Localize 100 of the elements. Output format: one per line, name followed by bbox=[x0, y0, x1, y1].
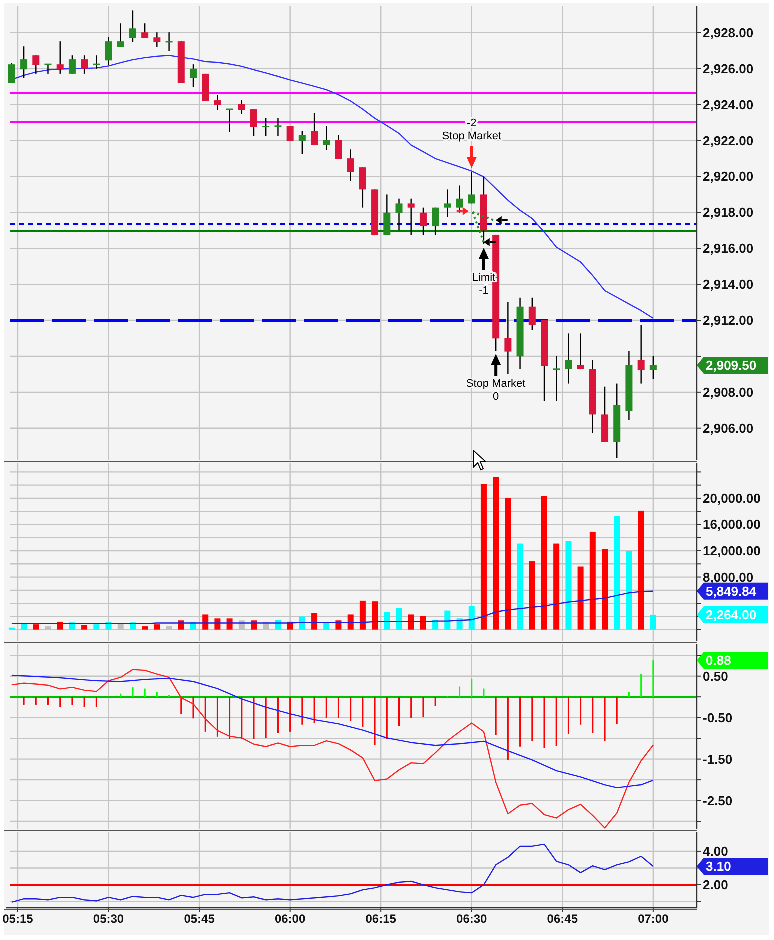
candlestick bbox=[432, 207, 440, 236]
candlestick bbox=[20, 46, 28, 79]
bar bbox=[554, 544, 560, 630]
y-tick-label: 2,922.00 bbox=[703, 133, 754, 148]
bar bbox=[638, 510, 644, 630]
candlestick bbox=[262, 118, 270, 137]
bar bbox=[444, 610, 451, 630]
x-tick-label: 06:45 bbox=[547, 912, 578, 926]
candlestick bbox=[238, 100, 246, 115]
line-series bbox=[11, 674, 654, 789]
y-tick-label: 2,912.00 bbox=[703, 313, 754, 328]
candlestick bbox=[32, 55, 40, 75]
bar bbox=[529, 562, 536, 630]
candlestick bbox=[347, 149, 354, 182]
candlestick bbox=[528, 297, 536, 331]
candlestick bbox=[190, 64, 197, 88]
y-tick-label: -2.50 bbox=[703, 793, 733, 808]
bar bbox=[33, 624, 40, 630]
bar bbox=[82, 625, 88, 630]
candlestick bbox=[81, 55, 88, 75]
x-tick-label: 05:30 bbox=[93, 912, 124, 926]
bar bbox=[324, 622, 330, 630]
x-tick-label: 06:30 bbox=[456, 912, 488, 926]
annotation: Stop Market bbox=[466, 378, 526, 390]
bar bbox=[578, 566, 584, 630]
candlestick bbox=[504, 302, 512, 376]
line-series bbox=[11, 844, 654, 904]
text: 2,909.50 bbox=[706, 358, 757, 373]
annotation: 0 bbox=[493, 391, 500, 404]
y-tick-label: 2,924.00 bbox=[703, 97, 754, 112]
y-tick-label: 8,000.00 bbox=[703, 570, 754, 585]
y-tick-label: 12,000.00 bbox=[703, 544, 761, 559]
candlestick bbox=[396, 198, 403, 232]
candlestick bbox=[8, 62, 16, 84]
bar bbox=[312, 613, 318, 630]
bar bbox=[348, 614, 354, 630]
bar bbox=[396, 608, 402, 630]
candlestick bbox=[214, 94, 222, 111]
candlestick bbox=[93, 55, 100, 70]
bar bbox=[650, 614, 656, 630]
x-tick-label: 06:15 bbox=[366, 912, 397, 926]
annotation: -1 bbox=[479, 285, 489, 298]
candlestick bbox=[298, 130, 306, 155]
candlestick bbox=[553, 356, 560, 402]
candlestick bbox=[468, 171, 476, 204]
bar bbox=[493, 477, 500, 630]
y-tick-label: 2,928.00 bbox=[703, 25, 754, 40]
candlestick bbox=[154, 32, 161, 48]
candlestick bbox=[250, 108, 258, 137]
candlestick bbox=[359, 166, 366, 208]
bar bbox=[408, 614, 414, 630]
bar bbox=[21, 624, 28, 630]
x-tick-label: 06:00 bbox=[274, 912, 306, 926]
text: 0.88 bbox=[706, 653, 732, 668]
bar bbox=[372, 602, 378, 630]
candlestick bbox=[384, 194, 391, 236]
bar bbox=[420, 616, 426, 630]
candlestick bbox=[408, 198, 415, 236]
candlestick bbox=[565, 333, 572, 384]
bar bbox=[202, 614, 209, 630]
bar bbox=[590, 532, 596, 630]
candlestick bbox=[444, 189, 452, 218]
bar bbox=[541, 496, 548, 630]
bar bbox=[468, 606, 475, 630]
candlestick bbox=[117, 23, 124, 48]
y-tick-label: 2,920.00 bbox=[703, 169, 754, 184]
candlestick bbox=[142, 23, 149, 39]
bar bbox=[480, 484, 487, 630]
y-tick-label: 2,926.00 bbox=[703, 61, 754, 76]
y-tick-label: 2.00 bbox=[703, 878, 728, 893]
candlestick bbox=[638, 324, 645, 384]
candlestick bbox=[68, 55, 76, 75]
y-tick-label: 4.00 bbox=[703, 844, 728, 859]
bar bbox=[566, 541, 572, 630]
bar bbox=[505, 498, 512, 630]
bar bbox=[154, 624, 160, 630]
y-tick-label: 2,908.00 bbox=[703, 384, 754, 400]
candlestick bbox=[274, 118, 282, 137]
bar bbox=[94, 624, 100, 630]
y-tick-label: 2,916.00 bbox=[703, 241, 754, 256]
y-tick-label: 2,914.00 bbox=[703, 277, 754, 292]
bar bbox=[602, 549, 608, 630]
y-tick-label: -1.50 bbox=[703, 752, 733, 767]
text: 2,264.00 bbox=[706, 607, 757, 622]
candlestick bbox=[420, 207, 427, 236]
y-tick-label: 2,918.00 bbox=[703, 205, 754, 220]
line-series bbox=[11, 669, 654, 829]
candlestick bbox=[129, 10, 136, 43]
text: 5,849.84 bbox=[706, 584, 758, 599]
line-series bbox=[11, 590, 654, 625]
x-tick-label: 07:00 bbox=[638, 912, 670, 926]
bar bbox=[384, 612, 390, 630]
candlestick bbox=[56, 40, 64, 75]
candlestick bbox=[323, 126, 330, 151]
bar bbox=[626, 551, 632, 630]
x-tick-label: 05:45 bbox=[184, 912, 216, 926]
candlestick bbox=[44, 64, 52, 75]
bar bbox=[614, 516, 620, 630]
y-tick-label: 2,906.00 bbox=[703, 420, 754, 436]
bar bbox=[299, 616, 306, 630]
